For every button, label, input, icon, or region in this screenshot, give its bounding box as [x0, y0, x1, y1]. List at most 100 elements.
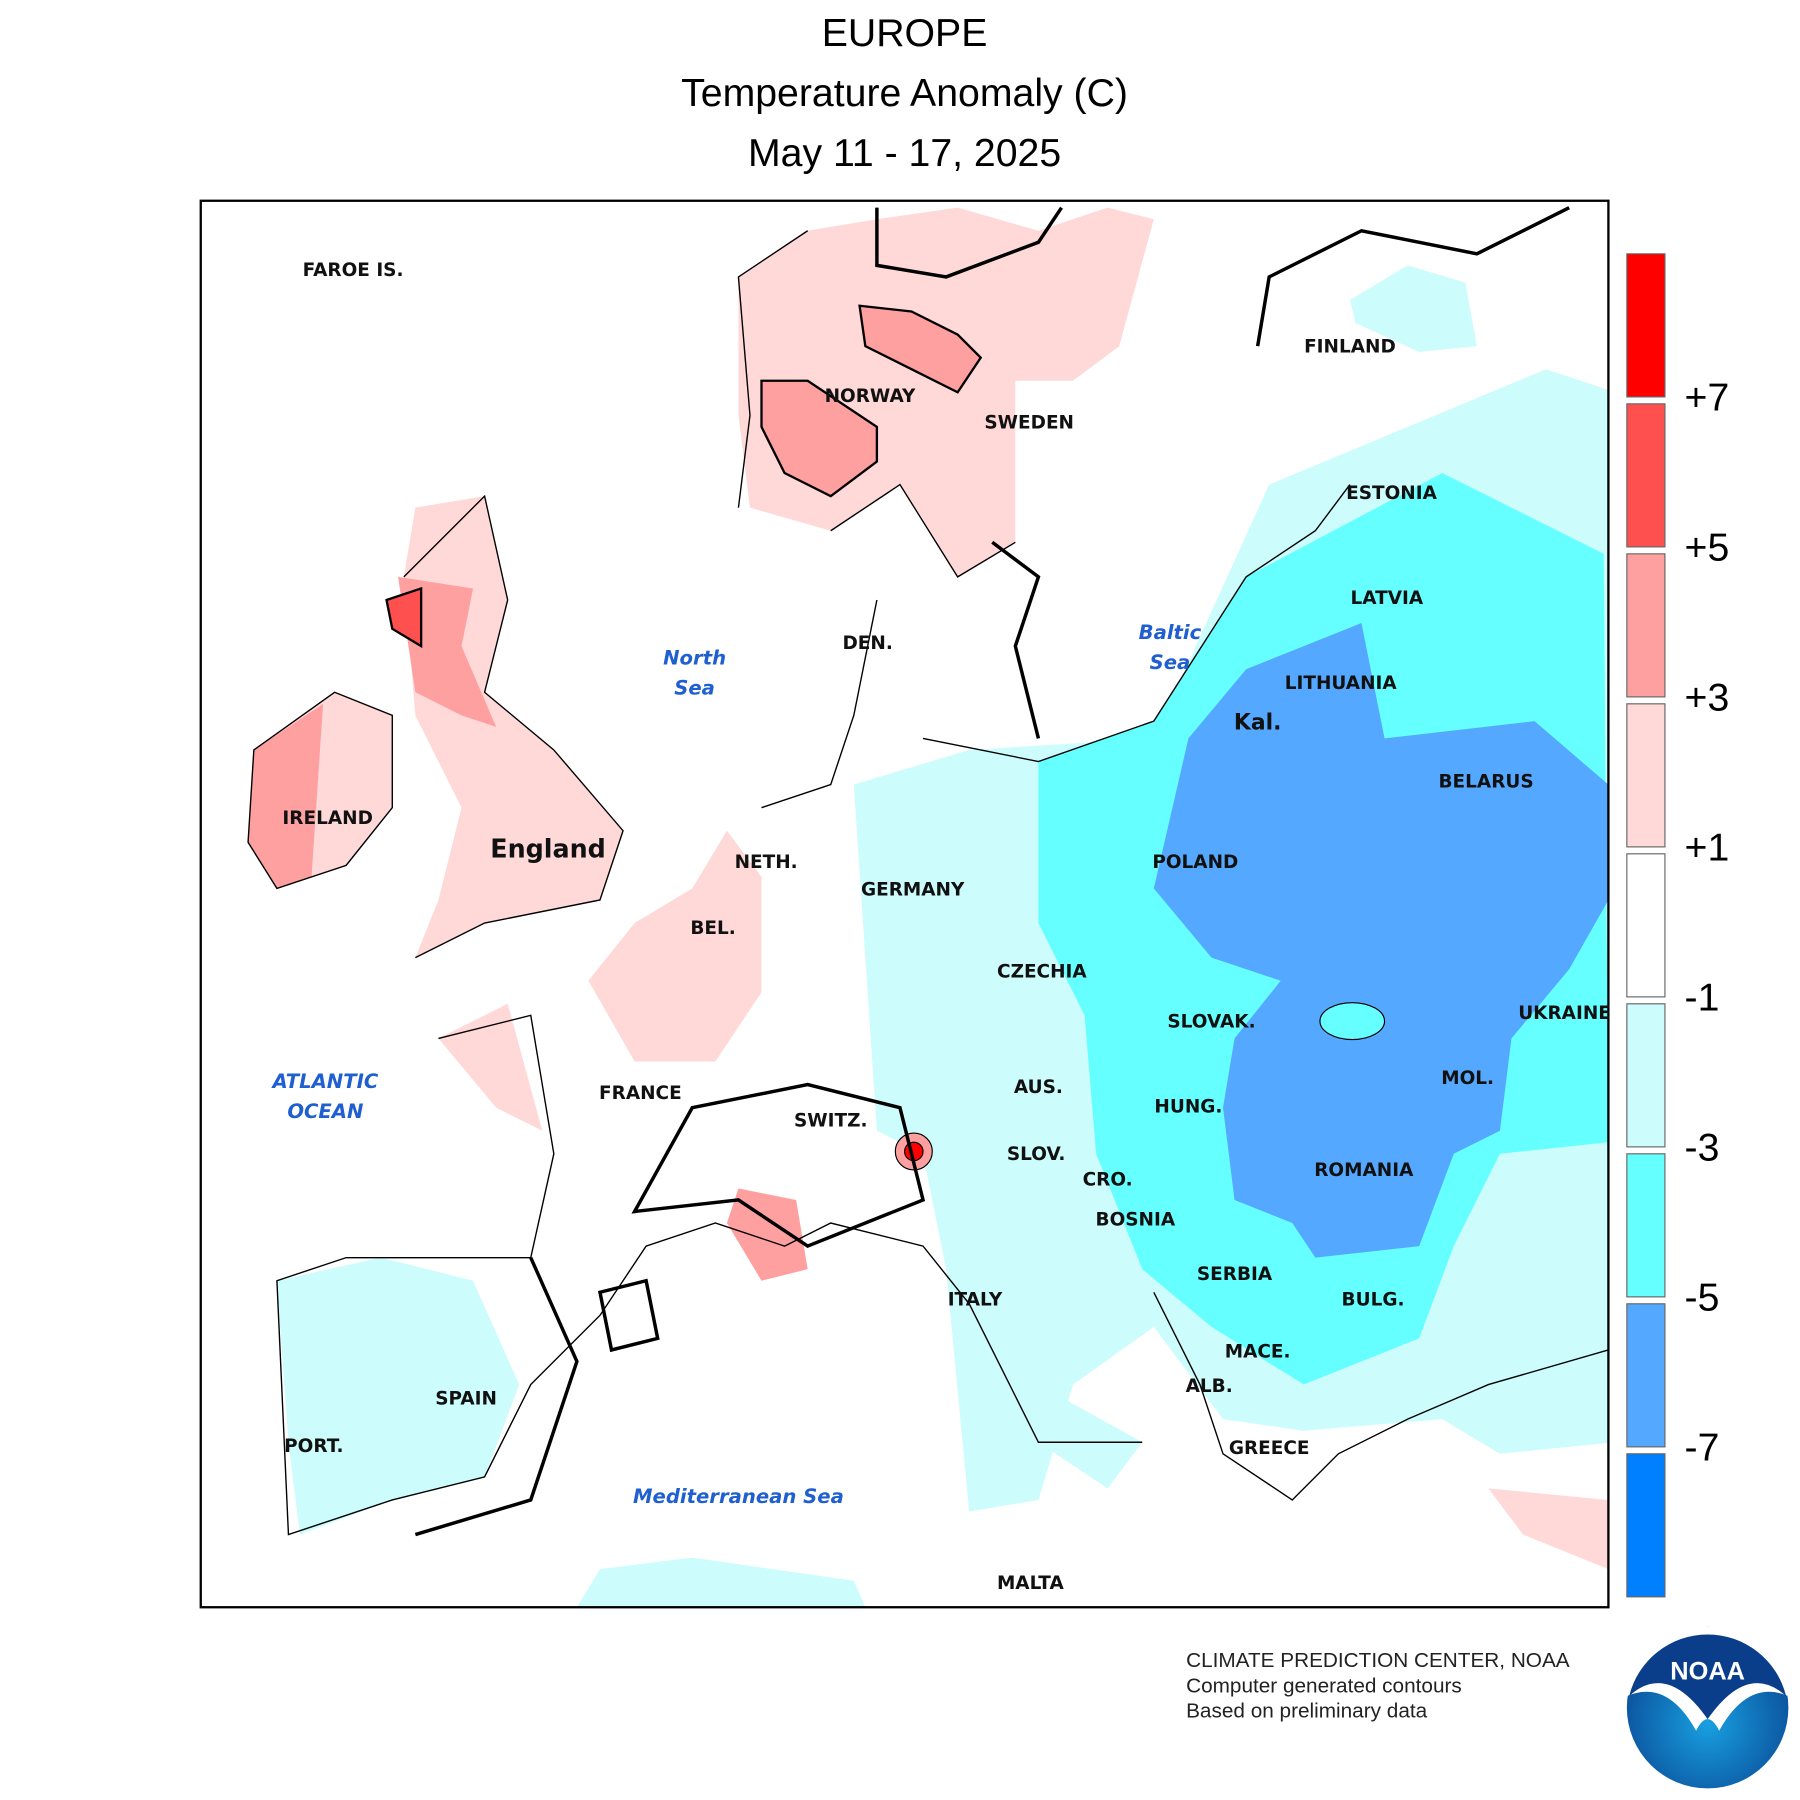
country-label: NETH.	[735, 852, 798, 873]
country-label: SLOVAK.	[1167, 1011, 1255, 1032]
anomaly-area	[588, 830, 762, 1062]
legend-label: +7	[1685, 376, 1730, 420]
coastline	[276, 1014, 1143, 1536]
country-label: ITALY	[948, 1289, 1003, 1310]
country-label: BEL.	[690, 918, 735, 939]
anomaly-area	[1153, 623, 1609, 1258]
country-label: AUS.	[1014, 1077, 1063, 1098]
legend-swatch	[1626, 1453, 1666, 1598]
country-label: ROMANIA	[1314, 1160, 1414, 1181]
coastline	[737, 230, 1016, 578]
country-label: SWITZ.	[794, 1110, 868, 1131]
subtitle: Temperature Anomaly (C)	[681, 71, 1128, 115]
water-label: Sea	[1150, 651, 1191, 674]
legend: +7 +5 +3 +1 -1 -3 -5 -7	[1626, 253, 1730, 1598]
footer-line: Based on preliminary data	[1186, 1700, 1428, 1723]
legend-label: -5	[1685, 1276, 1720, 1320]
country-label: FINLAND	[1304, 336, 1396, 357]
country-label: IRELAND	[282, 808, 372, 829]
coastline	[1153, 1291, 1609, 1501]
anomaly-area	[1319, 1002, 1386, 1041]
country-label: BOSNIA	[1096, 1210, 1176, 1231]
country-label: SERBIA	[1197, 1264, 1273, 1285]
country-label: BULG.	[1342, 1289, 1405, 1310]
footer-line: Computer generated contours	[1186, 1674, 1462, 1697]
anomaly-area	[1349, 265, 1477, 352]
country-label: SLOV.	[1007, 1144, 1066, 1165]
country-label: BELARUS	[1438, 771, 1533, 792]
anomaly-area	[248, 703, 324, 889]
water-label: ATLANTIC	[270, 1070, 378, 1093]
logo-text: NOAA	[1670, 1658, 1745, 1686]
country-label: Kal.	[1234, 710, 1282, 735]
anomaly-area	[1488, 1488, 1609, 1570]
coastline	[247, 691, 393, 890]
anomaly-area	[576, 1557, 866, 1608]
legend-swatch	[1626, 253, 1666, 398]
contour	[631, 1082, 926, 1249]
country-label: UKRAINE	[1518, 1003, 1611, 1024]
map-labels: FAROE IS. NORWAY SWEDEN FINLAND ESTONIA …	[270, 260, 1610, 1594]
footer-line: CLIMATE PREDICTION CENTER, NOAA	[1186, 1649, 1570, 1672]
country-label: GERMANY	[861, 880, 965, 901]
legend-swatch	[1626, 1153, 1666, 1298]
country-label: CZECHIA	[997, 962, 1087, 983]
country-label: POLAND	[1152, 852, 1238, 873]
country-label: MACE.	[1225, 1341, 1291, 1362]
country-label: LATVIA	[1351, 588, 1424, 609]
contour	[991, 540, 1041, 739]
water-label: Sea	[674, 676, 715, 699]
country-label: MALTA	[997, 1573, 1065, 1594]
legend-swatch	[1626, 553, 1666, 698]
anomaly-area	[760, 379, 879, 498]
legend-swatch	[1626, 403, 1666, 548]
map-frame	[199, 199, 1610, 1609]
anomaly-area	[276, 1257, 520, 1535]
legend-label: +1	[1685, 826, 1730, 870]
anomaly-area	[398, 576, 497, 727]
water-label: North	[663, 646, 726, 669]
country-label: FRANCE	[599, 1083, 682, 1104]
country-label: FAROE IS.	[303, 260, 404, 281]
legend-label: -3	[1685, 1126, 1720, 1170]
legend-label: +3	[1685, 676, 1730, 720]
country-label: MOL.	[1441, 1068, 1494, 1089]
title: EUROPE	[822, 11, 988, 55]
anomaly-area	[726, 1188, 808, 1281]
anomaly-area	[858, 304, 983, 394]
period: May 11 - 17, 2025	[748, 131, 1061, 175]
noaa-logo: NOAA	[1626, 1626, 1789, 1789]
country-label: PORT.	[284, 1436, 343, 1457]
legend-label: -1	[1685, 976, 1720, 1020]
legend-swatch	[1626, 1003, 1666, 1148]
country-label: LITHUANIA	[1285, 673, 1398, 694]
legend-swatch	[1626, 1303, 1666, 1448]
contour	[414, 1256, 579, 1537]
water-label: OCEAN	[287, 1100, 363, 1123]
water-label: Baltic	[1139, 621, 1202, 644]
legend-swatch	[1626, 703, 1666, 848]
country-label: ALB.	[1186, 1376, 1233, 1397]
map	[200, 200, 1609, 1608]
legend-label: +5	[1685, 526, 1730, 570]
anomaly-area	[385, 586, 423, 649]
water-label: Mediterranean Sea	[633, 1485, 844, 1508]
canvas: EUROPE Temperature Anomaly (C) May 11 - …	[199, 11, 1789, 1789]
country-label: HUNG.	[1154, 1097, 1222, 1118]
country-label: DEN.	[842, 633, 892, 654]
anomaly-area	[957, 1211, 1143, 1489]
coastline	[403, 494, 624, 959]
country-label: England	[490, 833, 606, 863]
legend-swatch	[1626, 853, 1666, 998]
anomaly-area	[438, 1003, 543, 1131]
country-label: ESTONIA	[1346, 483, 1437, 504]
country-label: SPAIN	[435, 1389, 497, 1410]
contour	[1255, 206, 1570, 347]
country-label: CRO.	[1083, 1169, 1133, 1190]
country-label: GREECE	[1229, 1438, 1310, 1459]
country-label: NORWAY	[825, 386, 916, 407]
coastline	[761, 484, 1351, 809]
contour	[597, 1278, 660, 1353]
logo-top	[1629, 1634, 1787, 1720]
